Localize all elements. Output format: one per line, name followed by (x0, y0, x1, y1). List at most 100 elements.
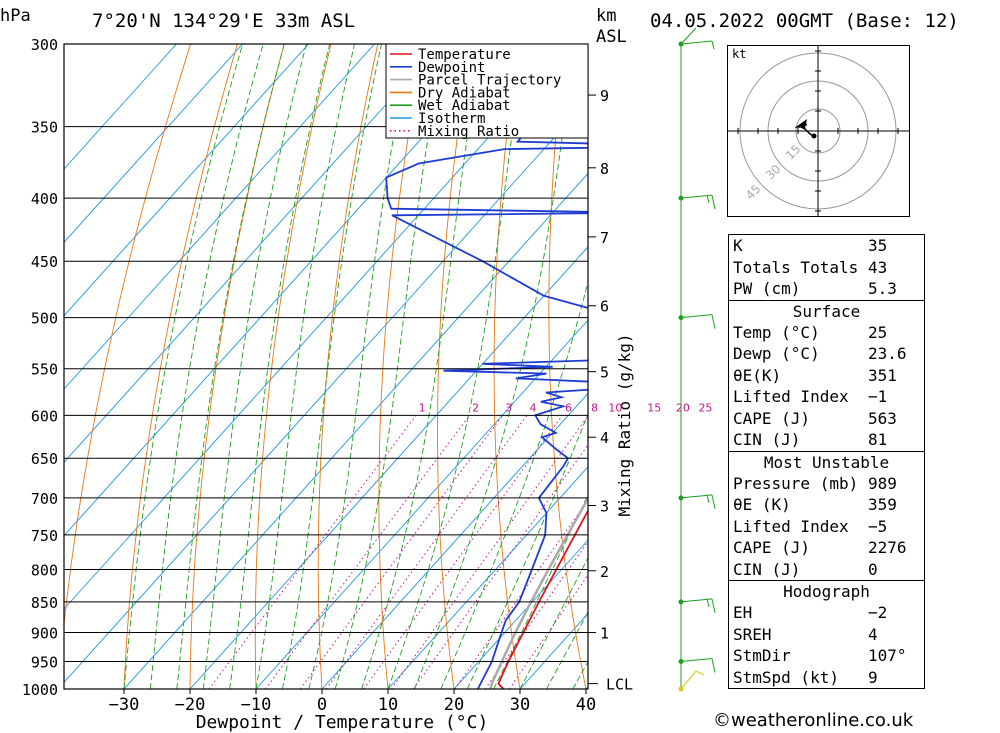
legend-entry: Wet Adiabat (418, 98, 511, 114)
km-tick-label: 5 (600, 364, 609, 382)
mixing-ratio-label: 8 (591, 401, 598, 414)
wet-adiabat-line (123, 44, 244, 689)
temp-tick-label: −10 (241, 695, 272, 715)
legend-entry: Temperature (418, 47, 511, 63)
dry-adiabat-line (254, 44, 332, 689)
temp-tick-label: −30 (109, 695, 140, 715)
credit-text: ©weatheronline.co.uk (713, 710, 914, 731)
legend-box (385, 43, 589, 139)
temp-tick-label: 0 (317, 695, 327, 715)
mixing-ratio-label: 20 (676, 401, 690, 414)
surface-label: Dewp (°C) (733, 344, 820, 363)
wet-adiabat-line (361, 44, 483, 689)
isotherm-line (387, 466, 588, 689)
isotherm-line (64, 44, 375, 390)
hodograph-label: StmDir (733, 646, 791, 665)
location-title: 7°20'N 134°29'E 33m ASL (92, 10, 356, 32)
most-unstable-label: CIN (J) (733, 559, 801, 579)
wind-barb-half-feather (706, 194, 710, 204)
surface-label: CAPE (J) (733, 408, 811, 428)
mixing-ratio-line (299, 415, 504, 689)
surface-value: 23.6 (868, 344, 907, 363)
surface-row: CAPE (J) 563 (729, 408, 924, 430)
most-unstable-row: CIN (J) 0 (729, 559, 924, 581)
hodograph-value: 9 (868, 667, 878, 687)
hodograph-value: −2 (868, 603, 888, 622)
mixing-ratio-label: 6 (565, 401, 572, 414)
wind-barb-feather (711, 314, 716, 329)
temp-tick-label: 40 (576, 695, 596, 715)
temp-tick-label: 20 (444, 695, 464, 715)
surface-row: CIN (J) 81 (729, 429, 924, 451)
legend-entry: Mixing Ratio (418, 124, 519, 140)
legend-entry: Dewpoint (418, 60, 485, 76)
temp-tick-label: 30 (510, 695, 530, 715)
index-label: PW (cm) (733, 279, 801, 298)
pressure-label: 500 (31, 310, 58, 328)
pressure-label: 1000 (22, 681, 58, 699)
most-unstable-value: 2276 (868, 538, 907, 557)
temperature-profile (497, 508, 588, 689)
wind-barb-feather (711, 195, 716, 210)
dry-adiabat-line (939, 44, 1000, 689)
dry-adiabat-line (64, 44, 192, 630)
surface-label: Lifted Index (733, 387, 849, 406)
dry-adiabat-line (548, 44, 587, 689)
surface-label: θE(K) (733, 365, 782, 385)
index-label: Totals Totals (733, 257, 859, 277)
asl-unit-label: ASL (596, 27, 627, 47)
hodograph-row: StmSpd (kt) 9 (729, 667, 924, 689)
dry-adiabat-line (378, 44, 426, 689)
pressure-label: 550 (31, 361, 58, 379)
surface-label: Temp (°C) (733, 322, 820, 342)
km-tick-label: 1 (600, 625, 609, 643)
mixing-ratio-label: 4 (529, 401, 536, 414)
km-unit-label: km (596, 6, 617, 26)
most-unstable-row: CAPE (J) 2276 (729, 537, 924, 559)
most-unstable-title: Most Unstable (763, 452, 890, 472)
temp-tick-label: −20 (175, 695, 206, 715)
dry-adiabat-line (493, 44, 521, 689)
most-unstable-value: 0 (868, 559, 878, 579)
wind-barb (678, 670, 705, 692)
lcl-label: LCL (606, 676, 633, 694)
isotherm-line (64, 44, 507, 537)
isotherm-line (64, 44, 243, 244)
hodograph-title: Hodograph (783, 582, 870, 601)
isotherm-line (321, 392, 588, 689)
x-axis-label: Dewpoint / Temperature (°C) (196, 712, 489, 733)
pressure-label: 750 (31, 527, 58, 545)
wind-barb-half-feather (706, 598, 710, 608)
pressure-label: 700 (31, 490, 58, 508)
surface-value: 351 (868, 365, 897, 385)
wind-barb-shaft (680, 40, 713, 45)
km-tick-label: 7 (600, 229, 609, 247)
pressure-label: 900 (31, 625, 58, 643)
most-unstable-row: Pressure (mb) 989 (729, 473, 924, 495)
mixing-ratio-label: 2 (472, 401, 479, 414)
most-unstable-row: Lifted Index −5 (729, 516, 924, 538)
wind-barb (678, 314, 716, 329)
legend-entry: Dry Adiabat (418, 85, 511, 101)
pressure-label: 400 (31, 190, 58, 208)
index-value: 35 (868, 236, 888, 255)
hodograph-label: EH (733, 603, 753, 622)
dry-adiabat-line (123, 44, 238, 689)
wet-adiabat-line (149, 44, 264, 689)
isotherm-line (64, 99, 588, 684)
mixing-ratio-line (264, 414, 471, 689)
surface-value: 25 (868, 322, 888, 342)
isotherm-line (189, 246, 588, 689)
surface-value: 563 (868, 408, 897, 428)
most-unstable-row: θE (K) 359 (729, 494, 924, 516)
legend-entry: Parcel Trajectory (418, 73, 561, 89)
km-tick-label: 3 (600, 498, 609, 516)
hodograph-storm-marker (799, 119, 807, 129)
km-tick-label: 8 (600, 160, 609, 178)
mixing-ratio-label: 10 (608, 401, 622, 414)
wind-barb-half-feather (711, 40, 715, 50)
most-unstable-value: −5 (868, 516, 888, 536)
